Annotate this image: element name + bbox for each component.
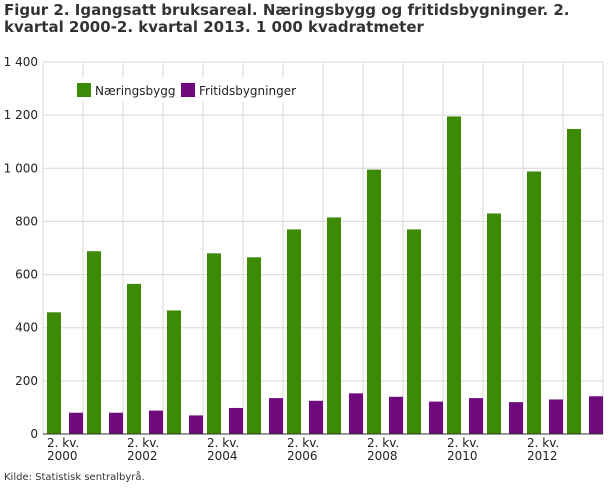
bar-næringsbygg-2007 — [327, 217, 341, 434]
bar-næringsbygg-2004 — [207, 253, 221, 434]
bar-fritidsbygninger-2007 — [349, 393, 363, 434]
bar-fritidsbygninger-2013 — [589, 396, 603, 434]
bar-fritidsbygninger-2009 — [429, 401, 443, 434]
y-tick-label-3: 600 — [15, 268, 38, 282]
y-tick-label-0: 0 — [30, 427, 38, 441]
bar-fritidsbygninger-2006 — [309, 400, 323, 434]
y-tick-label-4: 800 — [15, 214, 38, 228]
bar-fritidsbygninger-2012 — [549, 399, 563, 434]
x-tick-label-2008-line1: 2. kv. — [367, 436, 399, 450]
bar-næringsbygg-2010 — [447, 116, 461, 434]
bar-fritidsbygninger-2001 — [109, 412, 123, 434]
bars — [47, 116, 603, 434]
bar-næringsbygg-2006 — [287, 229, 301, 434]
bar-næringsbygg-2012 — [527, 171, 541, 434]
bar-næringsbygg-2005 — [247, 257, 261, 434]
x-tick-label-2006-line2: 2006 — [287, 449, 318, 463]
y-tick-labels: 0 200 400 600 800 1 000 1 200 1 400 — [4, 55, 38, 441]
x-tick-label-2002-line1: 2. kv. — [127, 436, 159, 450]
chart-title: Figur 2. Igangsatt bruksareal. Næringsby… — [4, 1, 570, 36]
bar-fritidsbygninger-2003 — [189, 415, 203, 434]
y-tick-label-2: 400 — [15, 321, 38, 335]
x-tick-label-2000-line2: 2000 — [47, 449, 78, 463]
bar-fritidsbygninger-2008 — [389, 396, 403, 434]
bar-næringsbygg-2001 — [87, 251, 101, 434]
bar-næringsbygg-2008 — [367, 169, 381, 434]
source-note: Kilde: Statistisk sentralbyrå. — [4, 472, 145, 483]
bar-næringsbygg-2013 — [567, 128, 581, 434]
bar-næringsbygg-2000 — [47, 312, 61, 434]
x-tick-label-2004-line2: 2004 — [207, 449, 238, 463]
x-tick-label-2002-line2: 2002 — [127, 449, 158, 463]
x-tick-label-2010-line2: 2010 — [447, 449, 478, 463]
bar-næringsbygg-2002 — [127, 283, 141, 434]
bar-fritidsbygninger-2005 — [269, 398, 283, 434]
x-tick-label-2012-line2: 2012 — [527, 449, 558, 463]
bar-næringsbygg-2011 — [487, 213, 501, 434]
bar-næringsbygg-2009 — [407, 229, 421, 434]
bar-fritidsbygninger-2000 — [69, 412, 83, 434]
bar-næringsbygg-2003 — [167, 310, 181, 434]
y-tick-label-7: 1 400 — [4, 55, 38, 69]
x-tick-label-2006-line1: 2. kv. — [287, 436, 319, 450]
x-tick-label-2000-line1: 2. kv. — [47, 436, 79, 450]
x-tick-label-2012-line1: 2. kv. — [527, 436, 559, 450]
legend-label-næringsbygg: Næringsbygg — [95, 84, 175, 98]
legend: Næringsbygg Fritidsbygninger — [70, 78, 302, 102]
bar-fritidsbygninger-2011 — [509, 402, 523, 434]
x-tick-label-2010-line1: 2. kv. — [447, 436, 479, 450]
bar-fritidsbygninger-2010 — [469, 398, 483, 434]
y-tick-label-5: 1 000 — [4, 161, 38, 175]
grid-lines — [42, 61, 604, 434]
x-tick-label-2008-line2: 2008 — [367, 449, 398, 463]
x-tick-label-2004-line1: 2. kv. — [207, 436, 239, 450]
bar-fritidsbygninger-2004 — [229, 407, 243, 434]
y-tick-label-1: 200 — [15, 374, 38, 388]
bar-fritidsbygninger-2002 — [149, 410, 163, 434]
legend-swatch-næringsbygg — [77, 83, 91, 97]
y-tick-label-6: 1 200 — [4, 108, 38, 122]
legend-label-fritidsbygninger: Fritidsbygninger — [199, 84, 296, 98]
legend-swatch-fritidsbygninger — [181, 83, 195, 97]
